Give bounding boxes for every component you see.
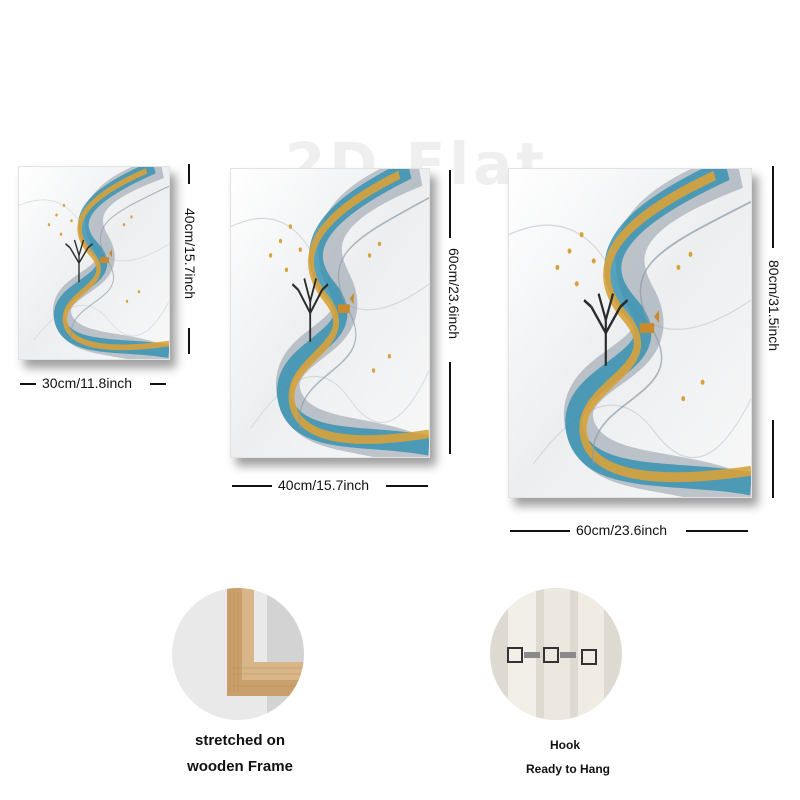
abstract-art-image: [19, 167, 169, 359]
abstract-art-image: [231, 169, 429, 457]
dimension-line: [449, 362, 451, 454]
dimension-line: [232, 485, 272, 487]
width-label-medium: 40cm/15.7inch: [278, 477, 370, 493]
dimension-line: [386, 485, 428, 487]
dimension-line: [510, 530, 570, 532]
feature-caption-line2: Ready to Hang: [525, 762, 610, 776]
wooden-frame-photo: [172, 588, 304, 720]
dimension-line: [188, 164, 190, 184]
hook-icon: [490, 588, 622, 720]
dimension-line: [449, 170, 451, 238]
dimension-line: [686, 530, 748, 532]
hook-photo: [490, 588, 622, 720]
dimension-line: [772, 166, 774, 248]
canvas-panel-small: [18, 166, 170, 360]
width-label-small: 30cm/11.8inch: [42, 375, 133, 391]
feature-caption-line1: Hook: [550, 738, 580, 752]
canvas-panel-medium: [230, 168, 430, 458]
abstract-art-image: [509, 169, 751, 497]
feature-caption-line1: stretched on: [194, 732, 285, 749]
dimension-line: [20, 383, 36, 385]
height-label-medium: 60cm/23.6inch: [446, 248, 462, 340]
dimension-line: [150, 383, 166, 385]
dimension-line: [772, 420, 774, 498]
dimension-line: [188, 328, 190, 354]
height-label-small: 40cm/15.7inch: [182, 208, 198, 300]
feature-caption-line2: wooden Frame: [187, 758, 293, 775]
wooden-frame-corner-icon: [172, 588, 304, 720]
height-label-large: 80cm/31.5inch: [766, 260, 782, 352]
width-label-large: 60cm/23.6inch: [576, 522, 668, 538]
canvas-panel-large: [508, 168, 752, 498]
